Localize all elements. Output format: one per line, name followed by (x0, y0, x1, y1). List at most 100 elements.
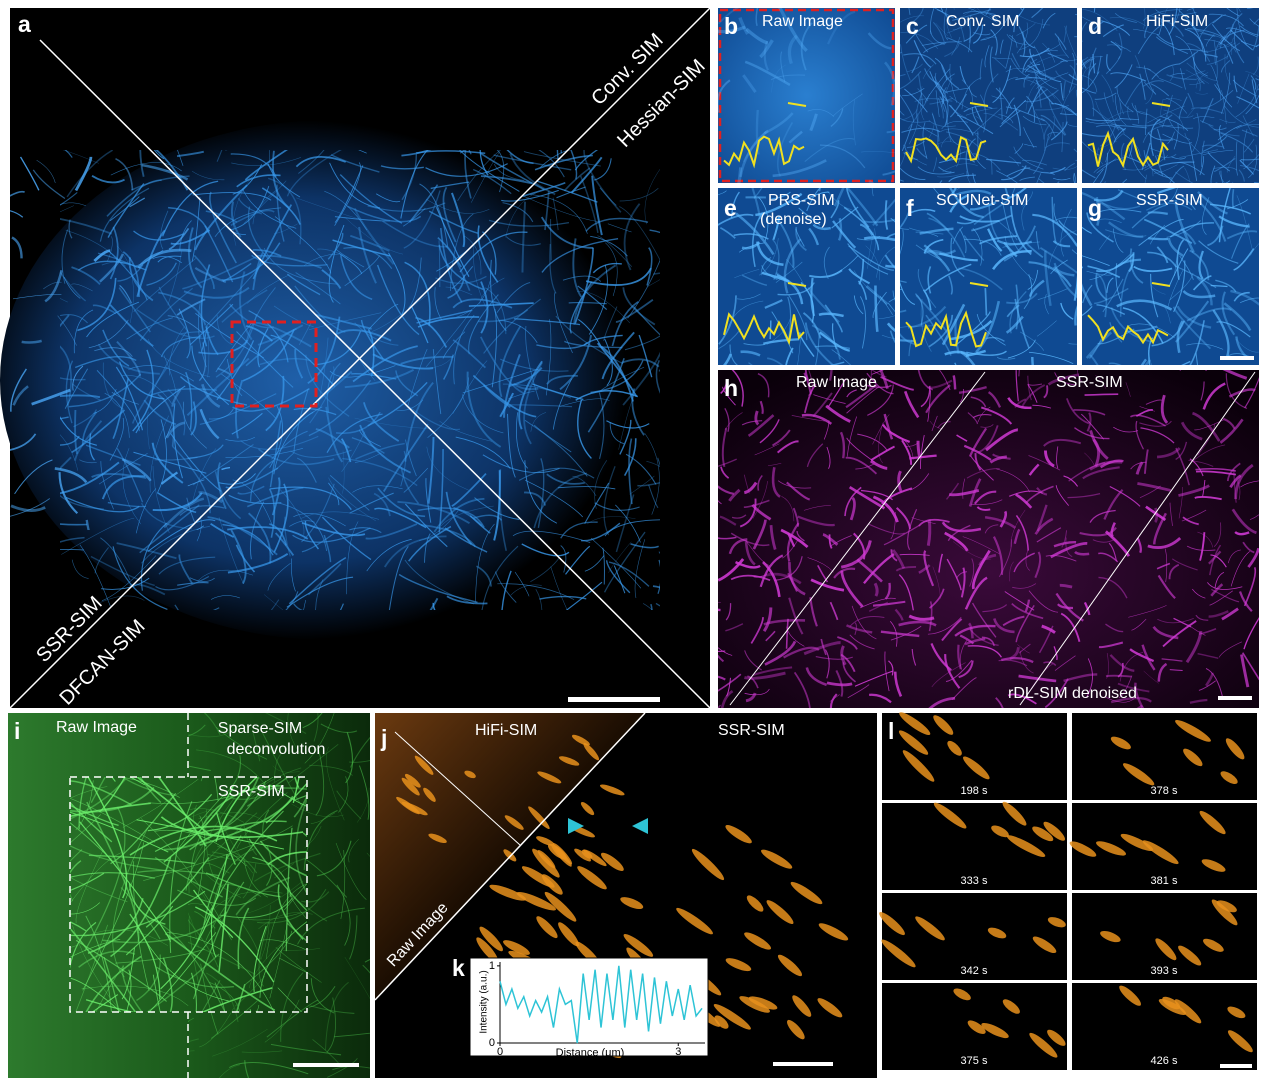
filament (847, 684, 870, 699)
filament (459, 150, 466, 154)
mito (401, 777, 420, 796)
filament (87, 898, 144, 954)
filament (334, 165, 364, 223)
filament (265, 883, 307, 959)
filament (496, 150, 505, 193)
filament (1082, 141, 1100, 156)
filament (1153, 512, 1167, 545)
filament (905, 24, 928, 44)
filament (1038, 178, 1045, 183)
filament (109, 304, 154, 347)
filament (742, 74, 757, 93)
filament (1011, 53, 1020, 68)
filament (147, 519, 216, 552)
filament (241, 1050, 283, 1053)
filament (324, 190, 368, 231)
filament (1187, 28, 1225, 39)
filament (482, 454, 560, 474)
filament (923, 550, 935, 587)
mito (881, 939, 916, 968)
filament (132, 349, 154, 432)
filament (748, 362, 753, 365)
filament (232, 164, 263, 195)
filament (871, 188, 874, 197)
filament (889, 330, 895, 344)
filament (165, 421, 186, 439)
filament (107, 501, 147, 508)
filament (437, 236, 462, 268)
filament (1179, 50, 1199, 65)
filament (1200, 381, 1205, 401)
filament (826, 681, 853, 687)
filament (1143, 218, 1193, 245)
filament (404, 503, 448, 548)
filament (204, 267, 260, 328)
filament (246, 486, 304, 508)
filament (1118, 102, 1121, 120)
filament (185, 371, 193, 430)
filament (873, 582, 879, 597)
filament (1249, 18, 1259, 27)
filament (1207, 582, 1243, 590)
mito (1175, 719, 1211, 742)
filament (301, 483, 335, 543)
filament (70, 780, 132, 806)
filament (524, 419, 588, 477)
filament (911, 517, 936, 525)
filament (408, 257, 422, 309)
filament (913, 27, 929, 53)
filament (780, 528, 809, 549)
filament (252, 730, 261, 762)
filament (60, 377, 86, 381)
filament (964, 238, 1002, 256)
filament (81, 985, 189, 1006)
filament (99, 777, 126, 813)
filament (221, 289, 268, 323)
filament (286, 273, 321, 296)
filament (1157, 662, 1168, 682)
filament (453, 314, 475, 385)
filament (1173, 260, 1186, 313)
filament (971, 602, 997, 638)
filament (193, 889, 234, 939)
filament (1007, 397, 1032, 410)
filament (303, 253, 340, 266)
filament (260, 905, 271, 961)
method-label: Conv. SIM (946, 13, 1020, 30)
filament (315, 331, 362, 366)
filament (724, 407, 730, 432)
filament (813, 394, 846, 404)
mito (1047, 917, 1066, 928)
filament (215, 726, 268, 760)
filament (1026, 60, 1065, 73)
filament (1219, 118, 1236, 123)
filament (1238, 591, 1253, 613)
filament (565, 545, 591, 575)
filament (771, 466, 781, 498)
filament (863, 218, 895, 224)
filament (60, 435, 80, 446)
filament (1178, 9, 1196, 29)
filament (1028, 463, 1040, 476)
filament (1239, 297, 1259, 303)
filament (941, 618, 963, 642)
filament (1240, 654, 1250, 688)
filament (64, 150, 73, 158)
filament (1005, 68, 1045, 77)
filament (733, 233, 769, 240)
filament (932, 21, 945, 43)
filament (776, 273, 804, 305)
texture (10, 156, 230, 530)
filament (652, 585, 660, 589)
filament (1209, 544, 1222, 576)
filament (417, 316, 480, 328)
filament (210, 1000, 258, 1039)
filament (129, 913, 161, 1000)
filament (1065, 537, 1073, 558)
filament (621, 358, 660, 368)
filament (408, 184, 439, 223)
filament (12, 385, 29, 406)
filament (1178, 487, 1183, 519)
filament (377, 487, 426, 518)
filament (188, 879, 216, 937)
